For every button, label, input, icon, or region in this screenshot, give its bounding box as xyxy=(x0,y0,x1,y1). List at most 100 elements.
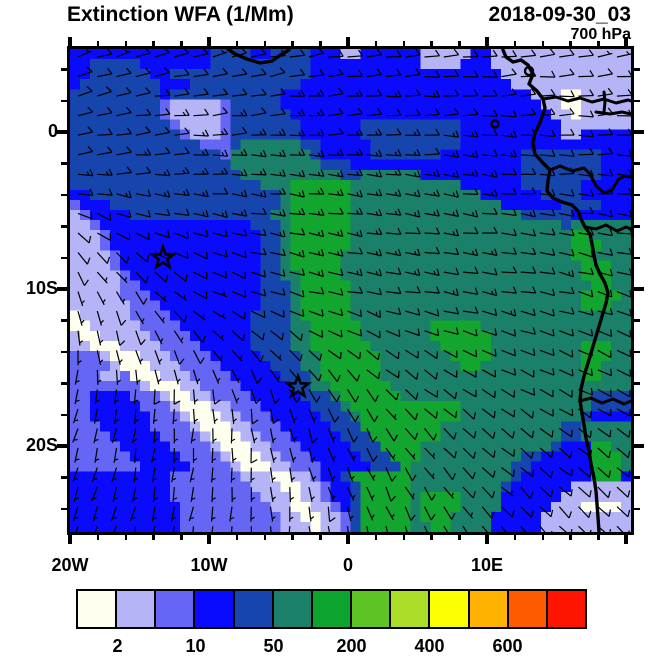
tick-mark xyxy=(235,534,239,540)
colorbar-cell-2 xyxy=(154,591,194,627)
tick-mark xyxy=(458,41,461,47)
colorbar-cell-1 xyxy=(115,591,155,627)
station-star-marker xyxy=(148,243,178,270)
tick-mark xyxy=(633,476,640,479)
tick-mark xyxy=(61,507,68,511)
pressure-level-label: 700 hPa xyxy=(570,26,631,43)
colorbar-label-600: 600 xyxy=(492,636,523,656)
tick-mark xyxy=(374,41,378,47)
tick-mark xyxy=(633,350,640,354)
x-axis-tick-label: 10W xyxy=(190,555,228,575)
tick-mark xyxy=(633,130,644,134)
colorbar-cell-4 xyxy=(232,591,272,627)
tick-mark xyxy=(61,319,68,322)
tick-mark xyxy=(319,534,322,540)
station-star-marker xyxy=(283,372,313,399)
tick-mark xyxy=(68,534,72,544)
tick-mark xyxy=(152,534,155,540)
colorbar-label-10: 10 xyxy=(185,636,206,656)
colorbar-cell-6 xyxy=(310,591,351,627)
colorbar-cell-11 xyxy=(506,591,546,627)
tick-mark xyxy=(569,41,572,47)
tick-mark xyxy=(124,41,128,47)
tick-mark xyxy=(61,350,68,354)
tick-mark xyxy=(541,41,545,47)
tick-mark xyxy=(346,534,350,544)
tick-mark xyxy=(57,287,68,291)
colorbar-cell-12 xyxy=(545,591,586,627)
tick-mark xyxy=(291,41,294,47)
colorbar-label-200: 200 xyxy=(336,636,367,656)
valid-datetime: 2018-09-30_03 xyxy=(488,3,631,26)
colorbar xyxy=(76,589,587,629)
colorbar-cell-0 xyxy=(78,591,116,627)
tick-mark xyxy=(96,41,100,47)
tick-mark xyxy=(61,68,68,71)
tick-mark xyxy=(263,41,267,47)
tick-mark xyxy=(633,287,644,291)
map-frame xyxy=(67,46,634,535)
tick-mark xyxy=(458,534,461,540)
tick-mark xyxy=(624,534,628,544)
tick-mark xyxy=(633,507,640,511)
colorbar-cell-9 xyxy=(428,591,468,627)
tick-mark xyxy=(57,130,68,134)
tick-mark xyxy=(624,37,628,47)
tick-mark xyxy=(633,319,640,322)
tick-mark xyxy=(207,37,211,47)
tick-mark xyxy=(61,256,68,260)
tick-mark xyxy=(319,41,322,47)
tick-mark xyxy=(430,41,433,47)
tick-mark xyxy=(291,534,294,540)
colorbar-label-2: 2 xyxy=(112,636,123,656)
tick-mark xyxy=(633,193,640,197)
tick-mark xyxy=(61,476,68,479)
tick-mark xyxy=(180,534,183,540)
colorbar-cell-7 xyxy=(350,591,390,627)
tick-mark xyxy=(57,444,68,448)
tick-mark xyxy=(180,41,183,47)
tick-mark xyxy=(633,413,640,417)
tick-mark xyxy=(402,534,406,540)
tick-mark xyxy=(485,37,489,47)
tick-mark xyxy=(61,99,68,103)
tick-mark xyxy=(124,534,128,540)
y-axis-tick-label: 0 xyxy=(47,121,58,141)
colorbar-label-50: 50 xyxy=(263,636,284,656)
tick-mark xyxy=(633,99,640,103)
tick-mark xyxy=(569,534,572,540)
tick-mark xyxy=(346,37,350,47)
tick-mark xyxy=(633,256,640,260)
tick-mark xyxy=(68,37,72,47)
colorbar-cell-10 xyxy=(467,591,507,627)
tick-mark xyxy=(263,534,267,540)
colorbar-cell-3 xyxy=(193,591,233,627)
x-axis-tick-label: 10E xyxy=(470,555,504,575)
plot-title: Extinction WFA (1/Mm) xyxy=(67,3,294,26)
tick-mark xyxy=(235,41,239,47)
tick-mark xyxy=(61,193,68,197)
tick-mark xyxy=(61,413,68,417)
tick-mark xyxy=(633,444,644,448)
tick-mark xyxy=(61,162,68,165)
tick-mark xyxy=(513,534,517,540)
tick-mark xyxy=(430,534,433,540)
tick-mark xyxy=(61,382,68,385)
tick-mark xyxy=(513,41,517,47)
tick-mark xyxy=(374,534,378,540)
y-axis-tick-label: 10S xyxy=(25,278,58,298)
map-plot xyxy=(70,49,631,532)
tick-mark xyxy=(633,225,640,228)
tick-mark xyxy=(61,225,68,228)
tick-mark xyxy=(207,534,211,544)
tick-mark xyxy=(96,534,100,540)
colorbar-cell-5 xyxy=(271,591,311,627)
tick-mark xyxy=(633,68,640,71)
tick-mark xyxy=(402,41,406,47)
colorbar-label-400: 400 xyxy=(414,636,445,656)
tick-mark xyxy=(485,534,489,544)
tick-mark xyxy=(597,41,600,47)
tick-mark xyxy=(633,162,640,165)
tick-mark xyxy=(633,382,640,385)
